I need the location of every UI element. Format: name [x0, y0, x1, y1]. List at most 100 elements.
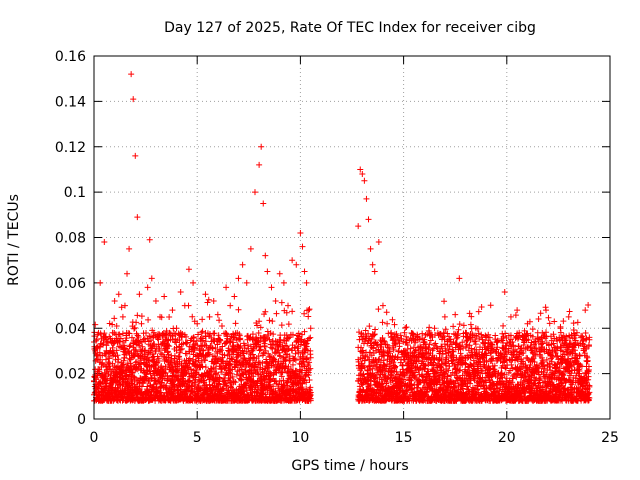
- data-point-background: [128, 334, 135, 341]
- data-point-background: [266, 317, 273, 324]
- data-point-background: [134, 337, 141, 344]
- data-point-background: [221, 352, 228, 359]
- data-point-background: [301, 328, 308, 335]
- data-point-background: [292, 350, 299, 357]
- data-point-background: [379, 319, 386, 326]
- data-point-background: [384, 341, 391, 348]
- data-point-background: [97, 356, 104, 363]
- data-point-background: [171, 352, 178, 359]
- data-point-background: [123, 335, 130, 342]
- data-point-background: [386, 348, 393, 355]
- data-point-background: [126, 330, 133, 337]
- data-point-background: [93, 336, 100, 343]
- data-point-background: [133, 348, 140, 355]
- data-point-background: [256, 318, 263, 325]
- data-point-background: [249, 331, 256, 338]
- data-point-background: [162, 363, 169, 370]
- data-point-background: [235, 306, 242, 313]
- data-point-background: [296, 374, 303, 381]
- data-point-background: [378, 341, 385, 348]
- data-point-background: [359, 347, 366, 354]
- data-point-background: [195, 331, 202, 338]
- data-point-background: [259, 360, 266, 367]
- data-point-background: [114, 352, 121, 359]
- data-point-background: [303, 340, 310, 347]
- data-point-background: [106, 355, 113, 362]
- data-point-background: [229, 373, 236, 380]
- data-point-background: [300, 353, 307, 360]
- data-point-background: [249, 354, 256, 361]
- data-point-background: [113, 347, 120, 354]
- data-point-background: [251, 363, 258, 370]
- data-point-background: [289, 308, 296, 315]
- data-point-background: [306, 367, 313, 374]
- data-point-background: [204, 299, 211, 306]
- data-point-background: [212, 345, 219, 352]
- data-point-background: [305, 313, 312, 320]
- data-point-background: [279, 368, 286, 375]
- data-point-background: [166, 313, 173, 320]
- data-point-background: [213, 369, 220, 376]
- data-point-background: [366, 323, 373, 330]
- data-point-background: [303, 379, 310, 386]
- data-point-background: [206, 351, 213, 358]
- data-point-background: [380, 337, 387, 344]
- data-point-background: [237, 336, 244, 343]
- data-point-background: [254, 322, 261, 329]
- data-point-background: [130, 373, 137, 380]
- data-point-background: [227, 361, 234, 368]
- data-point-background: [368, 336, 375, 343]
- data-point-background: [306, 306, 313, 313]
- data-point-background: [257, 346, 264, 353]
- data-point-background: [307, 397, 314, 404]
- data-point-background: [197, 343, 204, 350]
- data-point-background: [276, 377, 283, 384]
- data-point-background: [301, 310, 308, 317]
- data-point-background: [229, 385, 236, 392]
- data-point-background: [216, 375, 223, 382]
- data-point-background: [278, 373, 285, 380]
- data-point-background: [285, 346, 292, 353]
- data-point-background: [307, 391, 314, 398]
- data-point-background: [211, 330, 218, 337]
- data-point-background: [282, 354, 289, 361]
- data-point-background: [280, 377, 287, 384]
- data-point-background: [142, 347, 149, 354]
- data-point-background: [389, 316, 396, 323]
- data-point-background: [134, 312, 141, 319]
- data-point-background: [203, 382, 210, 389]
- data-point-background: [226, 367, 233, 374]
- data-point-background: [178, 345, 185, 352]
- data-point-background: [390, 359, 397, 366]
- data-point-background: [370, 344, 377, 351]
- data-point-background: [199, 316, 206, 323]
- data-point-background: [306, 377, 313, 384]
- data-point-background: [146, 357, 153, 364]
- data-point-background: [217, 337, 224, 344]
- data-point-background: [373, 342, 380, 349]
- data-point-background: [147, 349, 154, 356]
- data-point-background: [383, 309, 390, 316]
- data-point-background: [218, 347, 225, 354]
- data-point-background: [156, 345, 163, 352]
- data-point-background: [176, 356, 183, 363]
- data-point-background: [267, 372, 274, 379]
- data-point-background: [278, 322, 285, 329]
- data-point-background: [109, 321, 116, 328]
- data-point-background: [249, 370, 256, 377]
- data-point-background: [111, 315, 118, 322]
- data-point-background: [262, 375, 269, 382]
- data-point-background: [359, 336, 366, 343]
- data-point-background: [277, 353, 284, 360]
- data-point-background: [262, 308, 269, 315]
- data-point-background: [119, 338, 126, 345]
- data-point-background: [119, 330, 126, 337]
- data-point-background: [360, 331, 367, 338]
- data-point-background: [306, 390, 313, 397]
- data-point-background: [102, 350, 109, 357]
- data-point-background: [183, 333, 190, 340]
- data-point-background: [275, 349, 282, 356]
- data-point-background: [283, 309, 290, 316]
- data-point-background: [177, 346, 184, 353]
